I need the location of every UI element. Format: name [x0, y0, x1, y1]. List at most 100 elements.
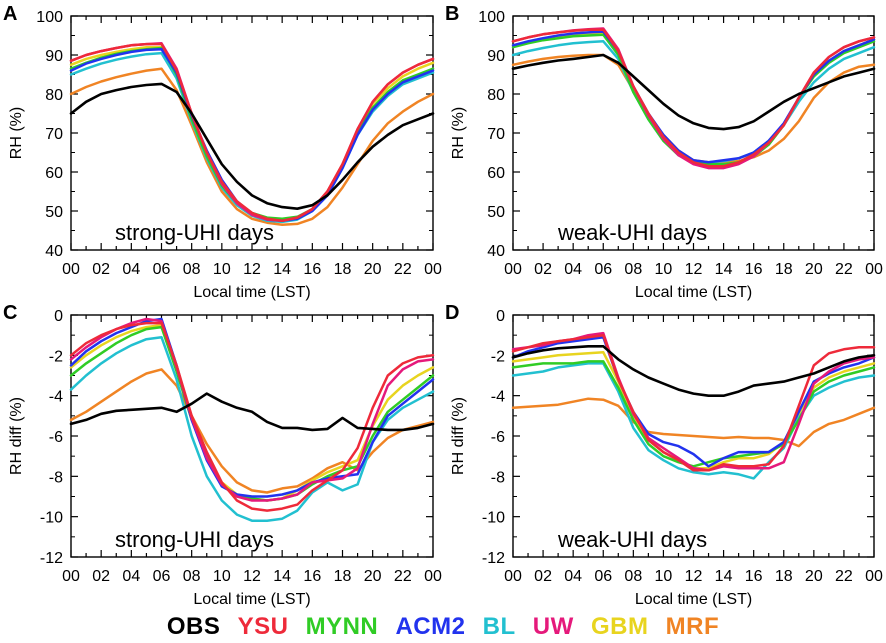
- x-tick-label: 04: [122, 568, 140, 585]
- series-line-mrf: [511, 397, 876, 448]
- y-tick-label: 40: [487, 243, 505, 260]
- x-tick-label: 14: [715, 568, 733, 585]
- y-tick-label: 60: [487, 165, 505, 182]
- y-tick-label: 90: [45, 48, 63, 65]
- series-line-obs: [69, 82, 435, 210]
- legend-acm2: ACM2: [395, 613, 466, 640]
- panel-label: D: [445, 302, 459, 324]
- x-tick-label: 10: [213, 261, 231, 278]
- y-tick-label: 90: [487, 48, 505, 65]
- y-tick-label: 70: [487, 126, 505, 143]
- y-tick-label: 40: [45, 243, 63, 260]
- x-axis-label: Local time (LST): [635, 284, 752, 301]
- y-tick-label: 0: [496, 308, 505, 325]
- panel-annotation: weak-UHI days: [557, 220, 707, 245]
- y-axis-label: RH (%): [450, 107, 467, 159]
- series-line-mrf: [69, 368, 435, 494]
- legend: OBS YSU MYNN ACM2 BL UW GBM MRF: [0, 612, 886, 642]
- x-tick-label: 02: [534, 261, 552, 278]
- series-line-mynn: [511, 360, 876, 468]
- y-tick-label: 50: [45, 204, 63, 221]
- x-tick-label: 16: [745, 568, 763, 585]
- x-axis-label: Local time (LST): [193, 591, 310, 608]
- series-line-obs: [69, 392, 435, 432]
- x-tick-label: 22: [394, 261, 412, 278]
- panel-label: C: [3, 302, 17, 324]
- x-tick-label: 04: [564, 261, 582, 278]
- x-tick-label: 04: [122, 261, 140, 278]
- x-tick-label: 08: [624, 261, 642, 278]
- y-tick-label: -6: [491, 429, 505, 446]
- series-line-mynn: [69, 325, 435, 502]
- x-tick-label: 00: [504, 261, 522, 278]
- x-tick-label: 16: [303, 261, 321, 278]
- y-tick-label: -12: [40, 550, 63, 567]
- y-tick-label: 60: [45, 165, 63, 182]
- series-line-acm2: [511, 335, 876, 468]
- x-tick-label: 00: [504, 568, 522, 585]
- panel-annotation: strong-UHI days: [115, 527, 274, 552]
- y-axis-label: RH diff (%): [8, 397, 25, 475]
- x-tick-label: 20: [364, 568, 382, 585]
- y-tick-label: -2: [491, 348, 505, 365]
- y-tick-label: -12: [482, 550, 505, 567]
- x-tick-label: 02: [534, 568, 552, 585]
- panel-a: A 40 50 60 70 80 90 100 00 02 04 06 08 10 12 14 16 18 20 22…: [3, 3, 442, 301]
- x-tick-label: 00: [62, 568, 80, 585]
- panel-label: A: [3, 3, 17, 25]
- x-axis-label: Local time (LST): [193, 284, 310, 301]
- y-tick-label: 80: [45, 87, 63, 104]
- x-tick-label: 18: [334, 568, 352, 585]
- x-tick-label: 14: [715, 261, 733, 278]
- x-tick-label: 16: [303, 568, 321, 585]
- x-tick-label: 12: [243, 568, 261, 585]
- series-line-obs: [511, 344, 876, 398]
- legend-ysu: YSU: [237, 613, 289, 640]
- y-axis-label: RH (%): [8, 107, 25, 159]
- panel-label: B: [445, 3, 459, 25]
- series-line-acm2: [69, 317, 435, 498]
- panel-annotation: weak-UHI days: [557, 527, 707, 552]
- series-line-mynn: [511, 33, 876, 166]
- x-tick-label: 02: [92, 261, 110, 278]
- series-line-obs: [511, 53, 876, 131]
- x-tick-label: 16: [745, 261, 763, 278]
- plot-frame: [512, 15, 875, 251]
- y-tick-label: -10: [40, 510, 63, 527]
- x-axis-label: Local time (LST): [635, 591, 752, 608]
- x-tick-label: 10: [213, 568, 231, 585]
- y-tick-label: -4: [491, 389, 505, 406]
- x-tick-label: 06: [153, 568, 171, 585]
- x-tick-label: 14: [273, 568, 291, 585]
- x-tick-label: 04: [564, 568, 582, 585]
- panel-annotation: strong-UHI days: [115, 220, 274, 245]
- legend-gbm: GBM: [590, 613, 649, 640]
- legend-bl: BL: [482, 613, 516, 640]
- x-tick-label: 22: [835, 568, 853, 585]
- legend-mynn: MYNN: [305, 613, 379, 640]
- series-line-bl: [511, 362, 876, 480]
- series-line-uw: [511, 27, 876, 170]
- x-tick-label: 08: [183, 568, 201, 585]
- series-line-ysu: [69, 42, 435, 223]
- y-tick-label: -8: [49, 469, 63, 486]
- x-tick-label: 22: [835, 261, 853, 278]
- x-tick-label: 06: [594, 261, 612, 278]
- x-tick-label: 00: [62, 261, 80, 278]
- x-tick-label: 20: [805, 568, 823, 585]
- y-tick-label: -4: [49, 389, 63, 406]
- y-axis-label: RH diff (%): [450, 397, 467, 475]
- series-line-ysu: [511, 333, 876, 472]
- x-tick-label: 00: [865, 568, 883, 585]
- y-tick-label: 50: [487, 204, 505, 221]
- y-tick-label: 100: [478, 9, 505, 26]
- y-tick-label: 100: [36, 9, 63, 26]
- x-tick-label: 00: [424, 261, 442, 278]
- x-tick-label: 06: [594, 568, 612, 585]
- x-tick-label: 18: [775, 568, 793, 585]
- legend-uw: UW: [532, 613, 574, 640]
- y-tick-label: -8: [491, 469, 505, 486]
